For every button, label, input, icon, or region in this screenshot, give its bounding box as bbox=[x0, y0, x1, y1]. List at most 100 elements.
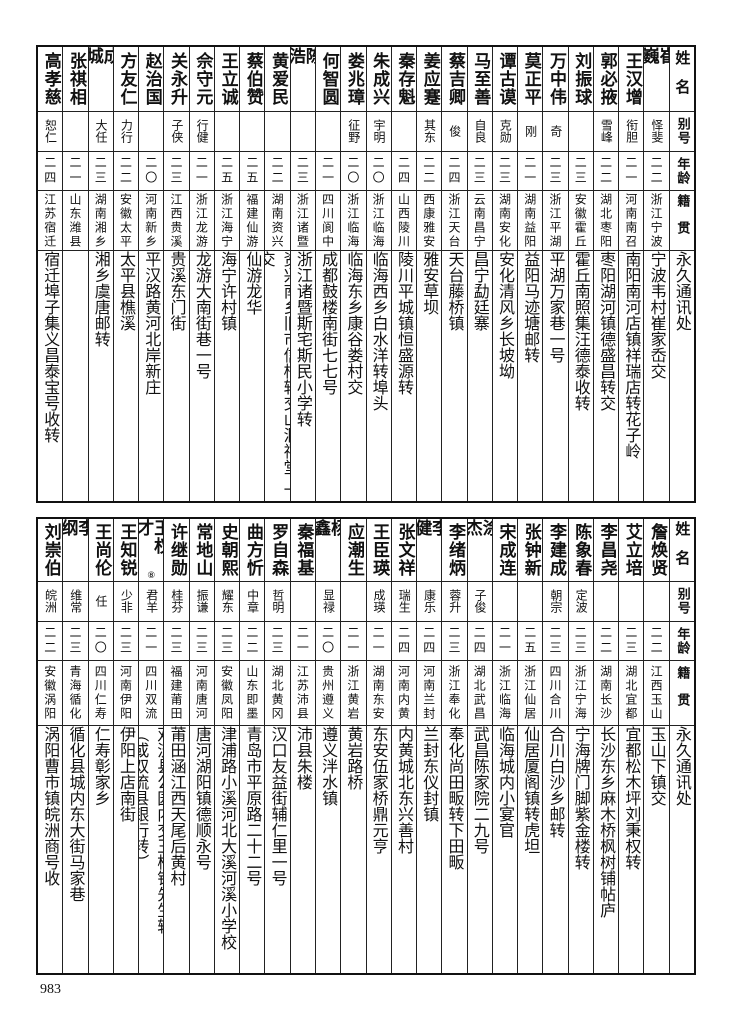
age-text: 二三 bbox=[295, 155, 310, 186]
origin-cell: 浙江诸暨 bbox=[290, 191, 316, 252]
person-column: 杨鑫 显禄 二〇 贵州遵义 遵义泮水镇 bbox=[315, 519, 341, 973]
age-text: 二三 bbox=[118, 625, 133, 656]
name-text: 谭古谟 bbox=[495, 51, 516, 106]
address-cell: 龙游大南街巷一号 bbox=[190, 251, 214, 501]
address-text: 成都鼓楼南街七七号 bbox=[319, 251, 339, 396]
address-text: 玉山下镇交 bbox=[647, 726, 667, 807]
origin-cell: 江西玉山 bbox=[644, 661, 669, 727]
origin-text: 浙江宁海 bbox=[573, 665, 588, 722]
address-cell: 海宁许村镇 bbox=[215, 251, 239, 501]
address-cell: 枣阳湖河镇德盛昌转交 bbox=[594, 251, 618, 501]
name-cell: 王权才 ⑧ bbox=[139, 519, 164, 582]
person-column: 蔡吉卿俊二四 浙江天台 天台藤桥镇 bbox=[441, 47, 467, 501]
origin-cell: 浙江平湖 bbox=[543, 191, 568, 252]
name-text: 曲方忻 bbox=[242, 522, 263, 577]
alias-cell: 少非 bbox=[113, 582, 139, 622]
address-cell: 陵川平城镇恒盛源转 bbox=[392, 251, 416, 501]
age-text: 二二 bbox=[118, 155, 133, 186]
alias-cell: 衔胆 bbox=[619, 112, 644, 152]
name-text: 宋成连 bbox=[495, 522, 516, 577]
age-text: 二三 bbox=[548, 625, 563, 656]
address-cell: 奉化尚田畈转下田畈 bbox=[442, 726, 466, 973]
person-column: 艾立培 二三 湖北宜都 宜都松木坪刘秉权转 bbox=[618, 519, 644, 973]
name-cell: 张祺相 bbox=[63, 47, 88, 112]
origin-cell: 四川仁寿 bbox=[88, 661, 113, 727]
origin-cell: 河南伊阳 bbox=[113, 661, 139, 727]
origin-cell: 福建仙游 bbox=[240, 191, 265, 252]
name-text: 莫正平 bbox=[520, 51, 541, 106]
address-text: 南阳南河店镇祥瑞店转花子岭 bbox=[622, 251, 642, 460]
name-cell: 李建成 bbox=[543, 519, 568, 582]
address-cell: 临海城内小宴官 bbox=[493, 726, 517, 973]
age-text: 二三 bbox=[472, 155, 487, 186]
age-cell: 二三 bbox=[543, 152, 568, 192]
origin-cell: 山西陵川 bbox=[391, 191, 417, 252]
person-column: 黄爱民二二湖南资兴资兴南乡旧市信柜转交山洞祠堂上交 bbox=[264, 47, 290, 501]
alias-cell bbox=[391, 112, 417, 152]
alias-cell: 君羊 bbox=[139, 582, 164, 622]
origin-cell: 安徽涡阳 bbox=[38, 661, 63, 727]
address-text: 平汉路黄河北岸新庄 bbox=[142, 251, 162, 396]
alias-text: 少非 bbox=[119, 589, 134, 614]
name-cell: 张文祥 bbox=[391, 519, 417, 582]
alias-cell: 子侠 bbox=[164, 112, 189, 152]
address-text: 浙江诸暨斯宅斯民小学转 bbox=[293, 251, 313, 428]
age-text: 二二 bbox=[421, 155, 436, 186]
age-text: 二〇 bbox=[320, 625, 335, 656]
alias-cell bbox=[341, 582, 366, 622]
alias-cell bbox=[290, 582, 316, 622]
address-text: 双流县公园内交王柏铭先生转 bbox=[154, 726, 164, 935]
age-text: 二〇 bbox=[143, 155, 158, 186]
address-text: 临海城内小宴官 bbox=[496, 726, 515, 839]
age-cell: 二〇 bbox=[139, 152, 164, 192]
upper-roster-table: 姓名 别号 年龄 籍贯 永久通讯处 崔巍 怿斐 二二 浙江宁波 宁波韦村崔家岙交 王汉增 衔胆 二一 河南… bbox=[36, 45, 696, 503]
name-text: 蔡吉卿 bbox=[444, 51, 465, 106]
alias-text: 怿斐 bbox=[649, 119, 664, 144]
header-origin-text: 籍贯 bbox=[674, 666, 690, 721]
address-cell: 沛县朱楼 bbox=[291, 726, 315, 973]
header-alias-text: 别号 bbox=[674, 587, 690, 616]
age-cell: 二〇 bbox=[341, 152, 366, 192]
origin-cell: 湖南长沙 bbox=[593, 661, 619, 727]
address-cell: 合川白沙乡邮转 bbox=[543, 726, 567, 973]
alias-text: 皖洲 bbox=[43, 589, 58, 614]
age-text: 二一 bbox=[497, 625, 512, 656]
address-cell: 东安伍家桥鼎元亨 bbox=[367, 726, 391, 973]
name-text: 李昌尧 bbox=[596, 522, 617, 577]
address-text: 唐河湖阳镇德顺永号 bbox=[192, 726, 212, 871]
origin-cell: 河南唐河 bbox=[189, 661, 214, 727]
person-column: 佘守元 行健 二一 浙江龙游 龙游大南街巷一号 bbox=[188, 47, 214, 501]
age-cell: 二三 bbox=[442, 622, 467, 662]
alias-text: 维常 bbox=[68, 589, 83, 614]
address-text: 贵溪东门街 bbox=[167, 251, 187, 332]
alias-cell: 蓉升 bbox=[442, 582, 467, 622]
origin-cell: 福建莆田 bbox=[164, 661, 189, 727]
address-cell: 唐河湖阳镇德顺永号 bbox=[190, 726, 214, 973]
person-column: 张钟新 二五 浙江仙居 仙居厦阁镇转虎坦 bbox=[517, 519, 543, 973]
origin-cell: 河南南召 bbox=[619, 191, 644, 252]
origin-text: 湖北宜都 bbox=[623, 665, 638, 722]
address-cell: 湘乡虞唐邮转 bbox=[89, 251, 113, 501]
origin-cell: 湖南资兴 bbox=[265, 191, 290, 252]
origin-text: 湖南东安 bbox=[371, 665, 386, 722]
address-text: 涡阳曹市镇皖洲商号收 bbox=[41, 726, 61, 887]
alias-text: 力行 bbox=[119, 119, 134, 144]
alias-cell: 雪峰 bbox=[593, 112, 619, 152]
person-column: 李绪炳 蓉升 二三 浙江奉化 奉化尚田畈转下田畈 bbox=[441, 519, 467, 973]
origin-cell: 云南昌宁 bbox=[467, 191, 492, 252]
age-cell: 二〇 bbox=[366, 152, 391, 192]
origin-cell: 浙江海宁 bbox=[214, 191, 240, 252]
address-cell: 成都鼓楼南街七七号 bbox=[316, 251, 340, 501]
person-column: 王臣瑛 成瑛 二一 湖南东安 东安伍家桥鼎元亨 bbox=[365, 519, 391, 973]
alias-text: 显禄 bbox=[321, 589, 336, 614]
name-text: 涂杰 bbox=[467, 519, 492, 551]
header-name-cell: 姓名 bbox=[669, 519, 694, 582]
age-cell: 二二 bbox=[38, 622, 63, 662]
name-cell: 郭必掖 bbox=[593, 47, 619, 112]
person-column: 张文祥 瑞生 二四 河南内黄 内黄城北东兴善村 bbox=[390, 519, 417, 973]
age-text: 二二 bbox=[244, 625, 259, 656]
age-text: 二三 bbox=[497, 155, 512, 186]
header-address-text: 永久通讯处 bbox=[672, 726, 692, 807]
name-cell: 王臣瑛 bbox=[366, 519, 391, 582]
name-text: 马至善 bbox=[470, 51, 491, 106]
